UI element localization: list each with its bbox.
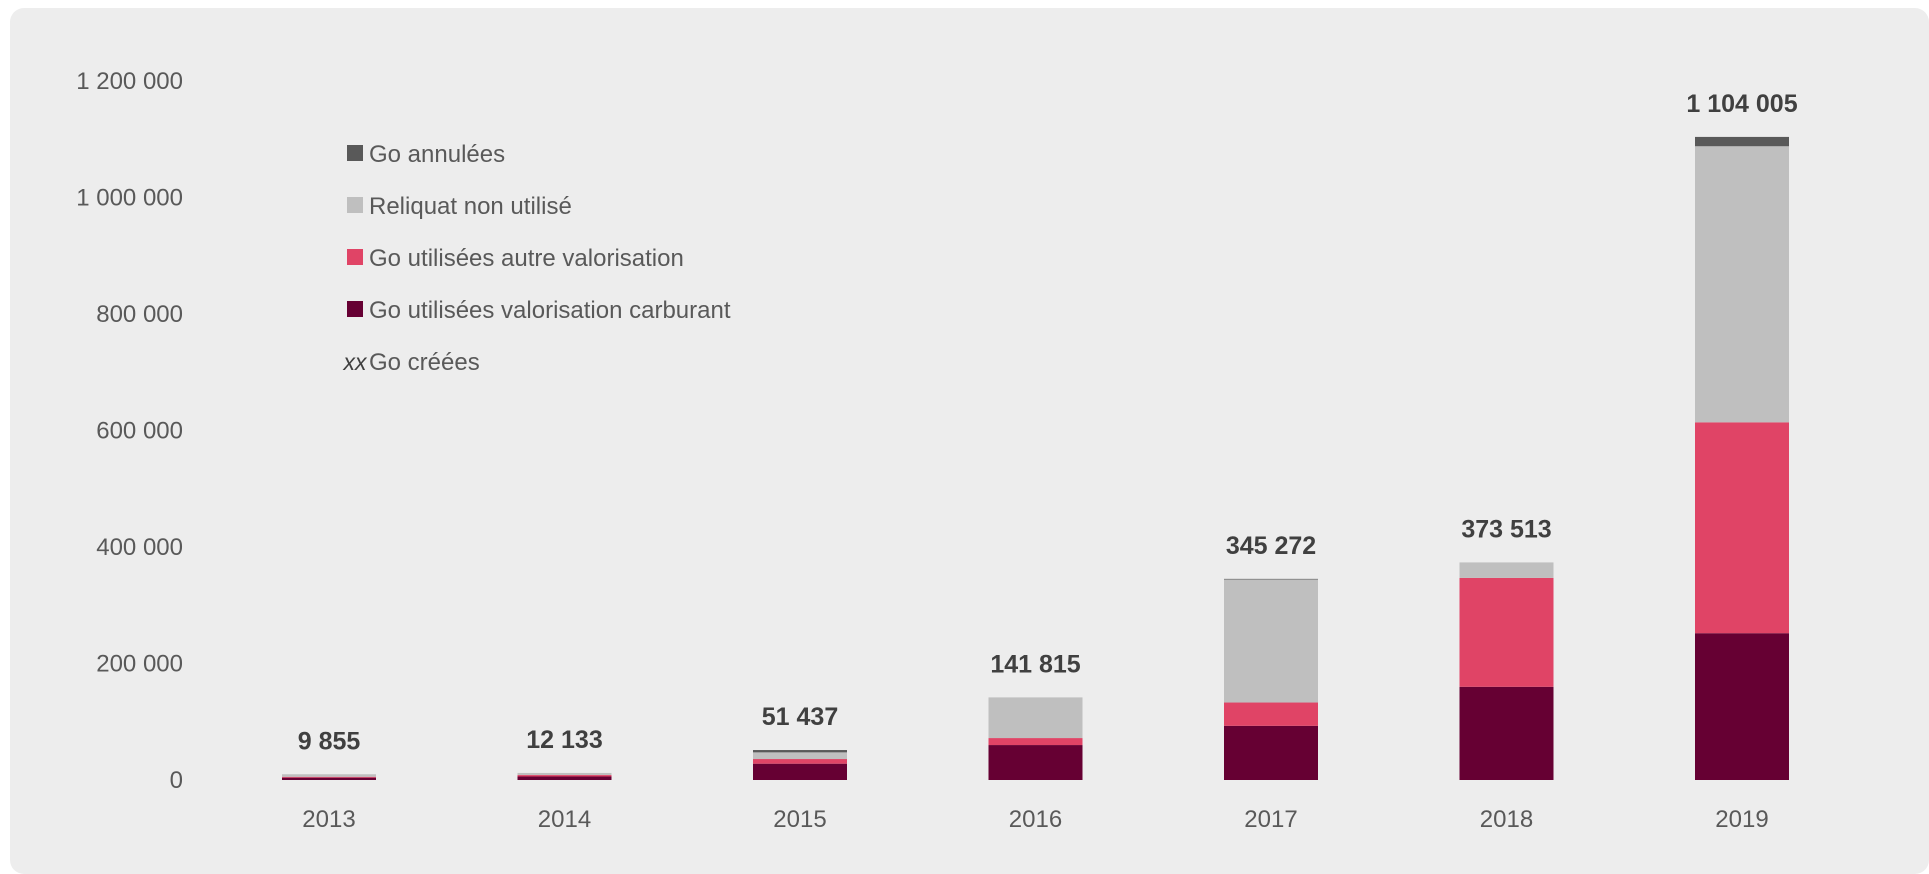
legend-label: Go annulées <box>369 141 505 168</box>
legend-totals-marker: xx <box>343 349 369 375</box>
y-tick-label: 200 000 <box>96 651 183 678</box>
bar-segment <box>753 759 847 764</box>
x-tick-label: 2014 <box>538 806 591 833</box>
legend-label: Reliquat non utilisé <box>369 193 572 220</box>
bar-segment <box>1459 577 1554 687</box>
bar-segment <box>753 763 847 780</box>
bar-segment <box>1224 725 1318 780</box>
y-tick-label: 600 000 <box>96 418 183 445</box>
y-tick-label: 1 200 000 <box>76 68 183 95</box>
x-tick-label: 2013 <box>302 806 355 833</box>
x-tick-label: 2015 <box>773 806 826 833</box>
total-label: 141 815 <box>990 650 1080 678</box>
x-tick-label: 2016 <box>1009 806 1062 833</box>
bars <box>282 136 1789 780</box>
bar-segment <box>988 697 1083 739</box>
total-label: 51 437 <box>762 703 838 731</box>
bar-segment <box>988 745 1083 780</box>
x-tick-label: 2017 <box>1244 806 1297 833</box>
y-tick-label: 0 <box>170 767 183 794</box>
total-label: 12 133 <box>526 726 602 754</box>
bar-segment <box>517 772 612 776</box>
legend-swatch <box>347 301 363 317</box>
bar-segment <box>988 738 1083 746</box>
total-label: 373 513 <box>1461 515 1551 543</box>
total-label: 1 104 005 <box>1686 90 1797 118</box>
bar-segment <box>1224 578 1318 580</box>
bar-segment <box>1224 579 1318 703</box>
x-tick-label: 2019 <box>1715 806 1768 833</box>
bar-segment <box>1459 562 1554 578</box>
bar-segment <box>517 776 612 780</box>
bar-segment <box>282 777 376 780</box>
bar-segment <box>1695 146 1789 423</box>
legend-swatch <box>347 249 363 265</box>
bar-segment <box>1224 702 1318 726</box>
bar-segment <box>1695 422 1789 634</box>
bar-segment <box>517 775 612 777</box>
y-tick-label: 400 000 <box>96 534 183 561</box>
total-labels: 9 855 12 133 51 437 141 815 345 272 373 513 1 … <box>298 90 1798 755</box>
bar-segment <box>282 774 376 777</box>
y-tick-label: 1 000 000 <box>76 185 183 212</box>
legend: Go annulées Reliquat non utilisé Go utilis… <box>343 141 731 376</box>
legend-label: Go utilisées valorisation carburant <box>369 297 731 324</box>
chart-panel <box>10 8 1929 874</box>
total-label: 345 272 <box>1226 532 1316 560</box>
bar-segment <box>1695 136 1789 147</box>
y-tick-label: 800 000 <box>96 301 183 328</box>
x-tick-label: 2018 <box>1480 806 1533 833</box>
total-label: 9 855 <box>298 727 361 755</box>
y-axis: 0 200 000 400 000 600 000 800 000 1 000 000 1 … <box>76 68 183 794</box>
bar-segment <box>282 776 376 778</box>
x-axis: 2013 2014 2015 2016 2017 2018 2019 <box>302 806 1768 833</box>
bar-segment <box>1695 633 1789 780</box>
legend-totals-label: Go créées <box>369 349 480 376</box>
bar-segment <box>753 750 847 753</box>
bar-segment <box>1459 686 1554 780</box>
bar-segment <box>753 752 847 760</box>
legend-swatch <box>347 145 363 161</box>
legend-swatch <box>347 197 363 213</box>
legend-label: Go utilisées autre valorisation <box>369 245 684 272</box>
